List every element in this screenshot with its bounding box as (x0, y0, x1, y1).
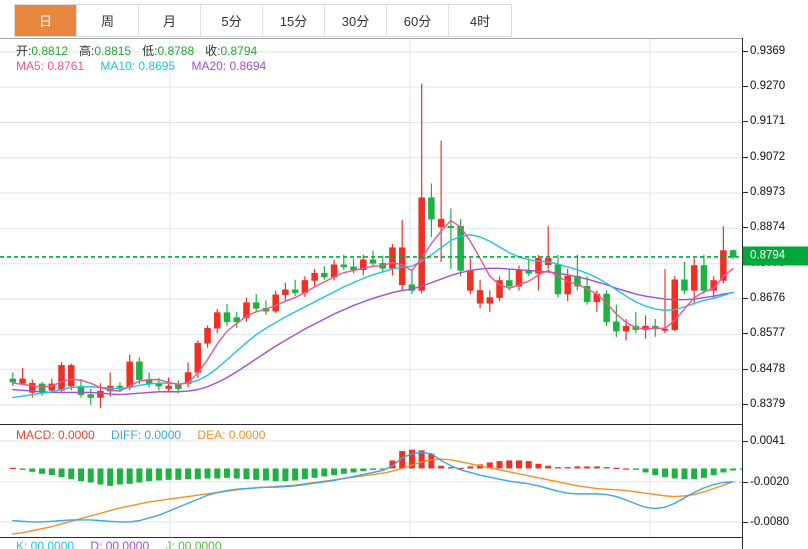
period-tab-bar: 日周月 5分 15分 30分 60分 4时 (14, 4, 512, 37)
price-axis-tick-4 (743, 192, 748, 194)
price-axis-tick-0 (743, 50, 748, 52)
price-axis-label-9: 0.8478 (750, 362, 786, 375)
price-axis-tick-5 (743, 227, 748, 229)
period-tab-3[interactable]: 5分 (201, 5, 263, 36)
period-tab-4[interactable]: 15分 (263, 5, 325, 36)
price-axis-label-4: 0.8973 (750, 186, 786, 199)
price-axis-label-0: 0.9369 (750, 44, 786, 57)
price-axis-tick-1 (743, 86, 748, 88)
period-tab-0[interactable]: 日 (15, 5, 77, 36)
y-axis-column: 0.8794 0.9369 0.9270 0.9171 0.9072 0.8973 0.8… (742, 38, 808, 549)
macd-axis-tick-1 (743, 481, 748, 483)
macd-chart-panel[interactable]: MACD: 0.0000 DIFF: 0.0000 DEA: 0.0000 (0, 425, 742, 538)
price-axis-label-10: 0.8379 (750, 397, 786, 410)
period-tab-2[interactable]: 月 (139, 5, 201, 36)
kdj-readout: K: 00.0000 D: 00.0000 J: 00.0000 (16, 539, 222, 549)
price-chart-svg (0, 39, 742, 424)
price-axis-tick-9 (743, 368, 748, 370)
price-axis-tick-3 (743, 156, 748, 158)
macd-axis-label-0: 0.0041 (750, 435, 786, 448)
period-tab-6[interactable]: 60分 (387, 5, 449, 36)
kdj-chart-panel[interactable]: K: 00.0000 D: 00.0000 J: 00.0000 (0, 538, 742, 549)
price-axis-label-7: 0.8676 (750, 292, 786, 305)
price-chart-panel[interactable]: 开:0.8812 高:0.8815 低:0.8788 收:0.8794 MA5: 0.… (0, 38, 742, 425)
kdj-d-value: D: 00.0000 (90, 539, 150, 549)
price-axis-label-1: 0.9270 (750, 80, 786, 93)
price-axis-tick-7 (743, 298, 748, 300)
price-axis-label-5: 0.8874 (750, 221, 786, 234)
macd-axis-tick-0 (743, 441, 748, 443)
price-axis-tick-10 (743, 403, 748, 405)
price-axis-tick-2 (743, 121, 748, 123)
kdj-j-value: J: 00.0000 (165, 539, 222, 549)
chart-area: 开:0.8812 高:0.8815 低:0.8788 收:0.8794 MA5: 0.… (0, 38, 808, 549)
macd-axis-label-1: -0.0020 (750, 475, 790, 488)
current-price-badge: 0.8794 (743, 246, 808, 266)
kdj-k-value: K: 00.0000 (16, 539, 75, 549)
price-axis-label-3: 0.9072 (750, 150, 786, 163)
macd-axis-tick-2 (743, 521, 748, 523)
period-tab-5[interactable]: 30分 (325, 5, 387, 36)
price-axis-tick-8 (743, 333, 748, 335)
macd-chart-svg (0, 425, 742, 537)
macd-axis-label-2: -0.0080 (750, 515, 790, 528)
period-tab-7[interactable]: 4时 (449, 5, 511, 36)
price-axis-label-2: 0.9171 (750, 115, 786, 128)
period-tab-1[interactable]: 周 (77, 5, 139, 36)
price-axis-label-8: 0.8577 (750, 327, 786, 340)
